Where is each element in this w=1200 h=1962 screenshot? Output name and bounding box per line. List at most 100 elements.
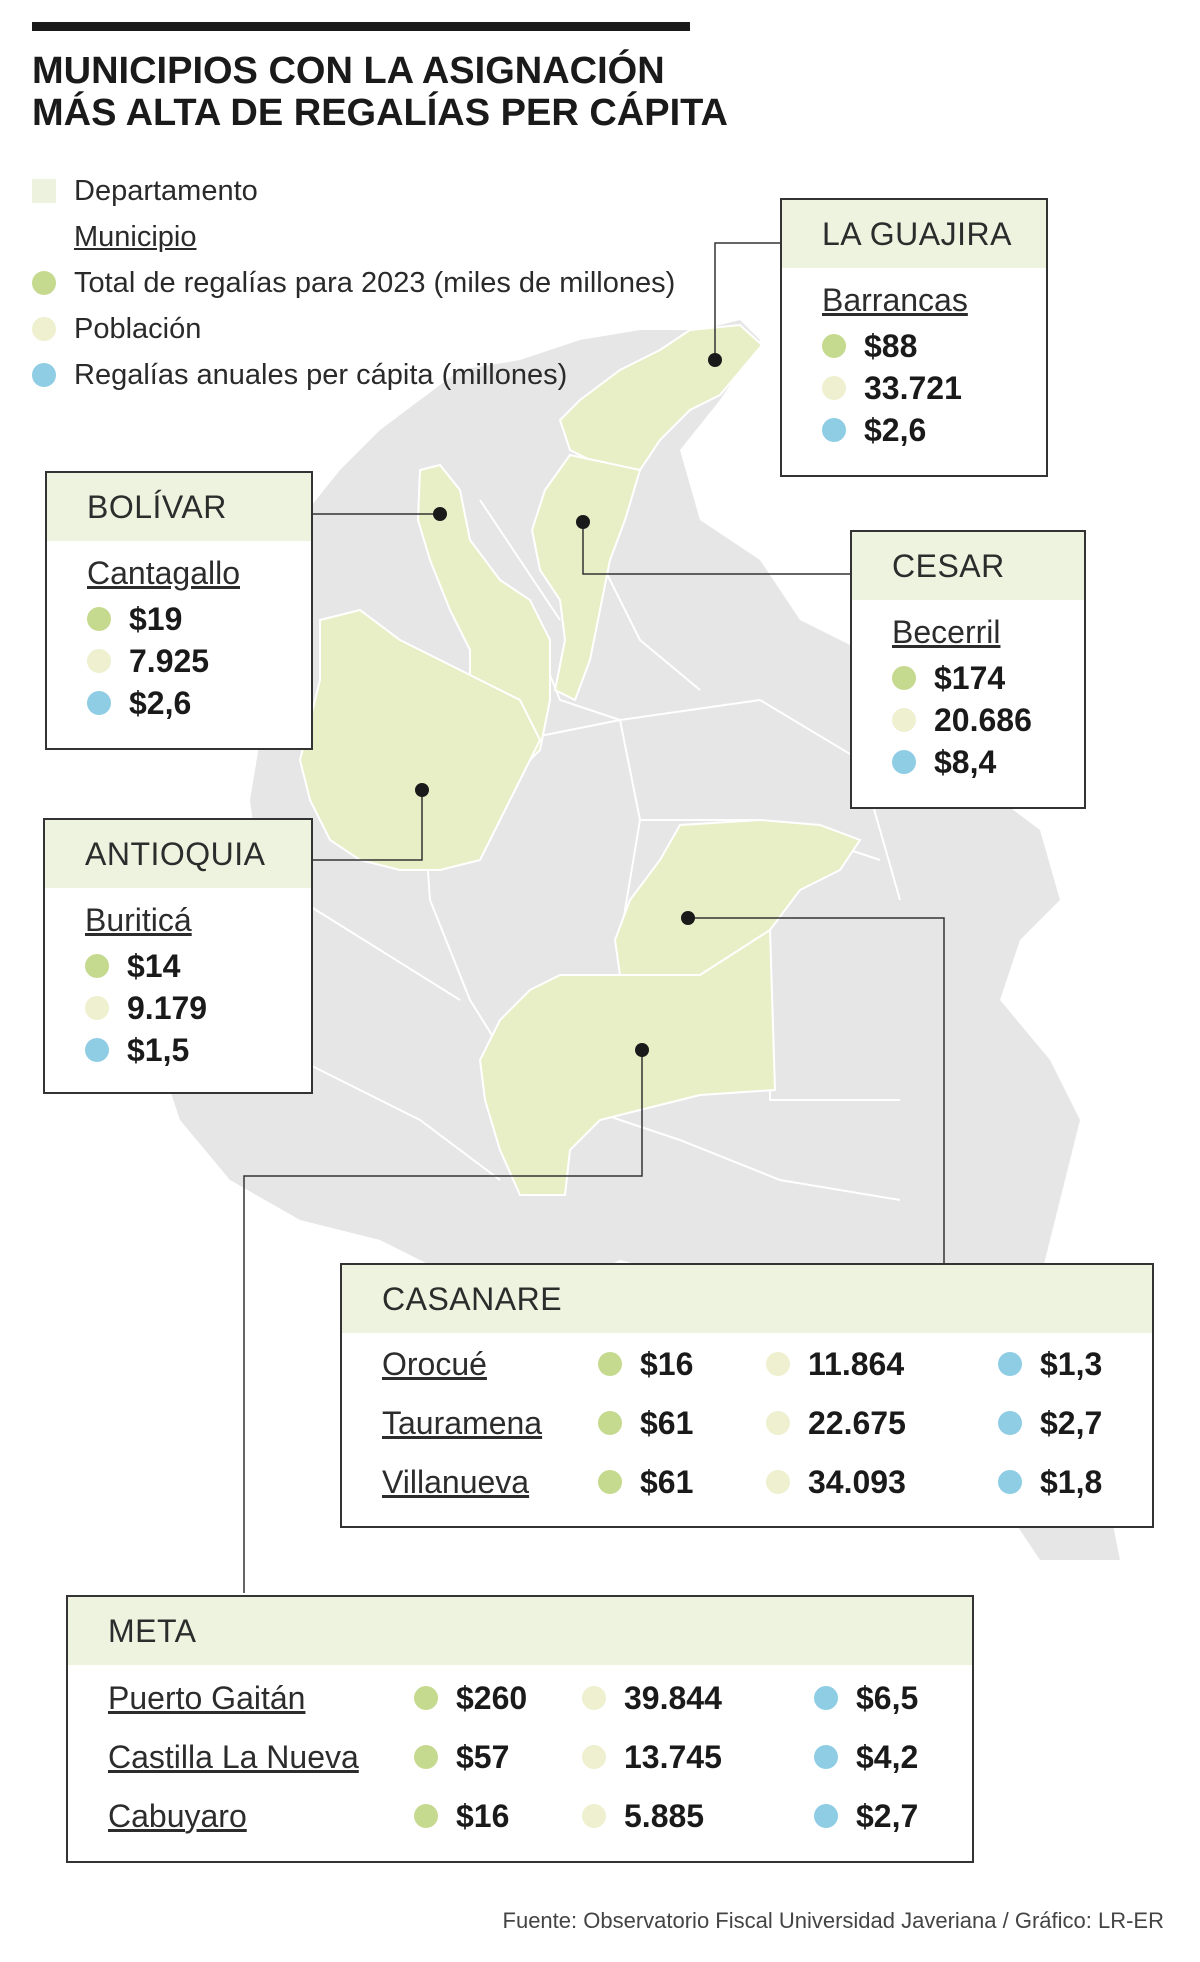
stat-per-capita: $2,6: [87, 682, 311, 724]
total-value: $61: [640, 1404, 694, 1441]
info-box-cesar: CESAR Becerril $174 20.686 $8,4: [850, 530, 1086, 809]
stat-poblacion: 20.686: [892, 699, 1084, 741]
poblacion-value: 39.844: [624, 1679, 722, 1716]
info-table-casanare: CASANARE Orocué $16 11.864 $1,3 Tauramen…: [340, 1263, 1154, 1528]
info-table-meta: META Puerto Gaitán $260 39.844 $6,5 Cast…: [66, 1595, 974, 1863]
department-label: CESAR: [852, 532, 1084, 600]
stat-per-capita: $2,7: [998, 1398, 1102, 1448]
stat-poblacion: 34.093: [766, 1457, 906, 1507]
per-capita-dot: [892, 750, 916, 774]
per-capita-value: $2,7: [1040, 1404, 1103, 1441]
table-row: Cabuyaro $16 5.885 $2,7: [68, 1791, 972, 1841]
per-capita-dot: [814, 1804, 838, 1828]
source-credit: Fuente: Observatorio Fiscal Universidad …: [502, 1908, 1164, 1933]
poblacion-dot: [822, 376, 846, 400]
poblacion-dot: [582, 1686, 606, 1710]
table-row: Villanueva $61 34.093 $1,8: [342, 1457, 1152, 1507]
department-label: BOLÍVAR: [47, 473, 311, 541]
map-meta: [478, 928, 777, 1196]
total-value: $174: [934, 659, 1006, 696]
stat-poblacion: 9.179: [85, 987, 311, 1029]
poblacion-value: 7.925: [129, 642, 210, 679]
department-label: META: [68, 1597, 972, 1665]
department-label: CASANARE: [342, 1265, 1152, 1333]
legend-item-per-capita: Regalías anuales per cápita (millones): [32, 352, 675, 398]
total-value: $14: [127, 947, 181, 984]
legend-label-municipio: Municipio: [74, 220, 197, 253]
info-box-bolivar: BOLÍVAR Cantagallo $19 7.925 $2,6: [45, 471, 313, 750]
department-label: LA GUAJIRA: [782, 200, 1046, 268]
per-capita-value: $2,6: [864, 411, 927, 448]
total-value: $88: [864, 327, 918, 364]
title-line-1: MUNICIPIOS CON LA ASIGNACIÓN: [32, 50, 665, 92]
total-dot: [598, 1470, 622, 1494]
marker-casanare: [681, 911, 695, 925]
municipio-name: Tauramena: [382, 1404, 543, 1441]
total-dot: [892, 666, 916, 690]
department-label: ANTIOQUIA: [45, 820, 311, 888]
stat-total: $88: [822, 325, 1046, 367]
total-dot: [414, 1804, 438, 1828]
marker-becerril: [576, 515, 590, 529]
stat-total: $16: [598, 1339, 693, 1389]
stat-poblacion: 7.925: [87, 640, 311, 682]
poblacion-value: 9.179: [127, 989, 208, 1026]
poblacion-dot: [892, 708, 916, 732]
total-dot: [598, 1411, 622, 1435]
stat-per-capita: $6,5: [814, 1673, 918, 1723]
poblacion-value: 33.721: [864, 369, 962, 406]
per-capita-dot: [87, 691, 111, 715]
poblacion-value: 22.675: [808, 1404, 906, 1441]
municipio-name: Cantagallo: [87, 555, 240, 591]
stat-per-capita: $2,6: [822, 409, 1046, 451]
legend-dot-per-capita: [32, 363, 56, 387]
per-capita-dot: [998, 1470, 1022, 1494]
legend-label-per-capita: Regalías anuales per cápita (millones): [74, 358, 568, 391]
legend-item-municipio: Municipio: [32, 214, 675, 260]
total-dot: [822, 334, 846, 358]
legend-square-swatch: [32, 179, 56, 203]
per-capita-value: $4,2: [856, 1738, 919, 1775]
stat-per-capita: $1,8: [998, 1457, 1102, 1507]
stat-poblacion: 22.675: [766, 1398, 906, 1448]
stat-total: $174: [892, 657, 1084, 699]
legend-dot-poblacion: [32, 317, 56, 341]
stat-per-capita: $1,3: [998, 1339, 1102, 1389]
legend-item-departamento: Departamento: [32, 168, 675, 214]
municipio-name: Puerto Gaitán: [108, 1679, 306, 1716]
per-capita-value: $8,4: [934, 743, 997, 780]
stat-per-capita: $8,4: [892, 741, 1084, 783]
municipio-name: Buriticá: [85, 902, 192, 938]
total-dot: [85, 954, 109, 978]
table-row: Puerto Gaitán $260 39.844 $6,5: [68, 1673, 972, 1723]
per-capita-dot: [822, 418, 846, 442]
per-capita-dot: [814, 1745, 838, 1769]
stat-poblacion: 11.864: [766, 1339, 904, 1389]
poblacion-dot: [766, 1411, 790, 1435]
marker-barrancas: [708, 353, 722, 367]
legend-dot-total: [32, 271, 56, 295]
poblacion-dot: [766, 1470, 790, 1494]
legend-label-total: Total de regalías para 2023 (miles de mi…: [74, 266, 676, 299]
stat-total: $57: [414, 1732, 509, 1782]
per-capita-value: $1,5: [127, 1031, 190, 1068]
poblacion-dot: [582, 1745, 606, 1769]
stat-poblacion: 5.885: [582, 1791, 704, 1841]
per-capita-value: $2,7: [856, 1797, 919, 1834]
leader-lines: [243, 242, 945, 1593]
poblacion-dot: [85, 996, 109, 1020]
per-capita-value: $1,8: [1040, 1463, 1103, 1500]
stat-total: $61: [598, 1398, 693, 1448]
legend-item-poblacion: Población: [32, 306, 675, 352]
map-cesar: [530, 453, 642, 702]
stat-poblacion: 39.844: [582, 1673, 722, 1723]
legend-label-departamento: Departamento: [74, 174, 258, 207]
municipio-name: Barrancas: [822, 282, 968, 318]
legend: Departamento Municipio Total de regalías…: [32, 168, 675, 398]
title-rule: [32, 22, 690, 31]
stat-total: $14: [85, 945, 311, 987]
poblacion-dot: [582, 1804, 606, 1828]
legend-item-total: Total de regalías para 2023 (miles de mi…: [32, 260, 675, 306]
total-value: $19: [129, 600, 183, 637]
